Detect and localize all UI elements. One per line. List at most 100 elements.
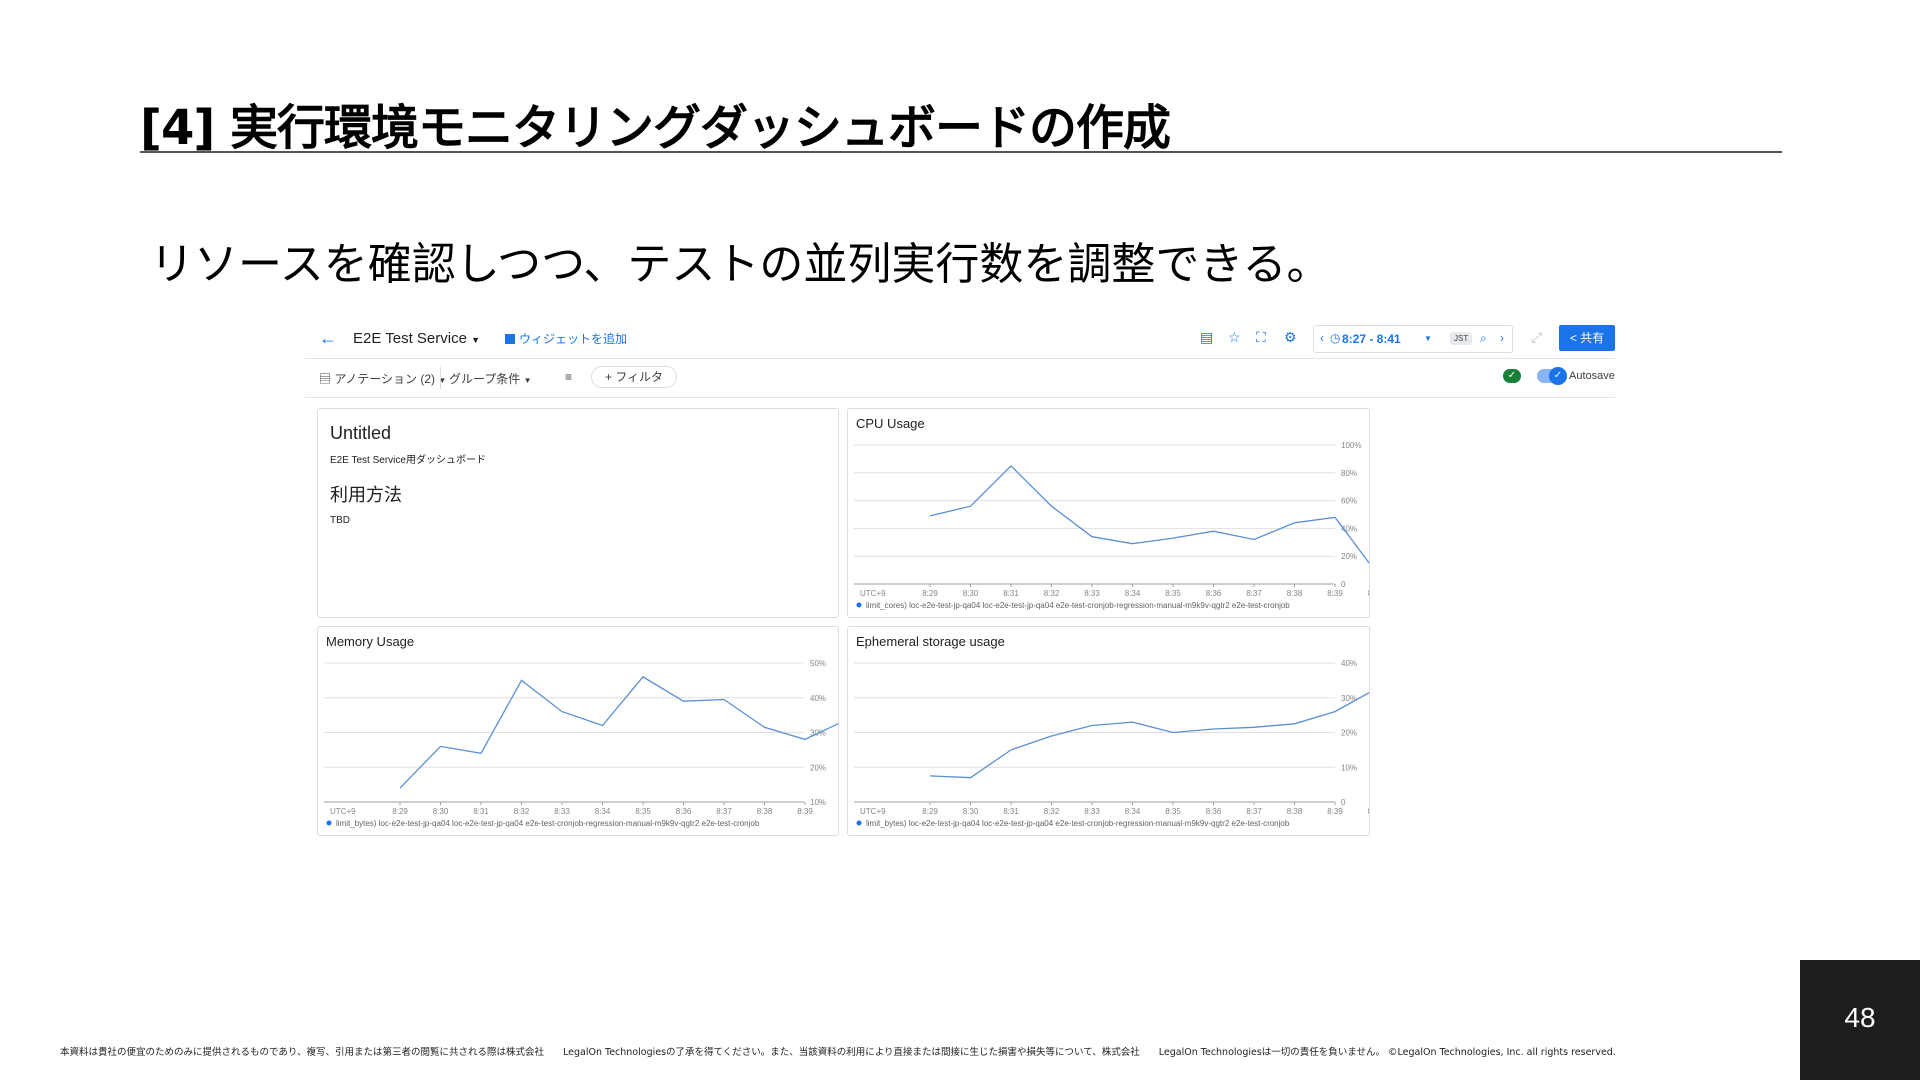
text-widget-description: E2E Test Service用ダッシュボード [330, 455, 486, 466]
dropdown-arrow-icon: ▼ [438, 376, 447, 385]
share-icon: < [1569, 331, 1577, 345]
series-line [929, 464, 1369, 564]
slide-title: [4] 実行環境モニタリングダッシュボードの作成 [140, 100, 1171, 156]
ephemeral-storage-chart-svg: Ephemeral storage usage 40% 30% 20% 10% 0 UTC+… [854, 634, 1369, 828]
legend-label: limit_cores) loc-e2e-test-jp-qa04 loc-e2… [866, 601, 1290, 610]
filter-list-icon[interactable]: ≡ [565, 370, 573, 384]
check-icon: ✓ [1549, 367, 1567, 385]
x-tick-label: 8:29 [922, 807, 938, 816]
cpu-usage-chart[interactable]: CPU Usage 100% 80% 60% 40% 20% 0 UTC+9 8:29 8:30 8… [847, 408, 1370, 618]
star-icon[interactable]: ☆ [1228, 329, 1241, 345]
x-tick-label: 8:33 [554, 807, 570, 816]
x-tick-label: 8:35 [1165, 807, 1181, 816]
add-widget-button[interactable]: ウィジェットを追加 [505, 330, 627, 347]
x-tick-label: 8:33 [1084, 807, 1100, 816]
y-tick-label: 20% [1341, 729, 1357, 738]
y-tick-label: 40% [1341, 659, 1357, 668]
group-by-dropdown[interactable]: グループ条件 ▼ [449, 370, 532, 387]
share-button[interactable]: < 共有 [1559, 325, 1615, 351]
book-icon[interactable]: ▤ [1200, 329, 1214, 345]
legend-label: limit_bytes) loc-e2e-test-jp-qa04 loc-e2… [866, 819, 1290, 828]
annotations-dropdown[interactable]: ▤ アノテーション (2) ▼ [319, 370, 446, 387]
x-tick-label: 8:38 [757, 807, 773, 816]
x-tick-label: 8:30 [963, 589, 979, 598]
autosave-label: Autosave [1569, 370, 1615, 382]
chart-title: Ephemeral storage usage [856, 634, 1005, 649]
x-tick-label: 8:34 [595, 807, 611, 816]
dashboard-title: E2E Test Service [353, 330, 467, 347]
x-tick-label: 8:39 [1327, 807, 1343, 816]
annotation-icon: ▤ [319, 372, 332, 386]
x-tick-label: UTC+9 [330, 807, 356, 816]
chevron-right-icon[interactable]: › [1500, 331, 1504, 345]
x-tick-label: UTC+9 [860, 589, 886, 598]
y-tick-label: 0 [1341, 580, 1346, 589]
divider [440, 367, 441, 389]
page-number: 48 [1844, 1002, 1876, 1033]
y-tick-label: 40% [810, 694, 826, 703]
dropdown-arrow-icon: ▼ [471, 335, 481, 345]
saved-check-icon: ✓ [1503, 369, 1521, 383]
x-tick-label: 8:29 [922, 589, 938, 598]
chevron-left-icon[interactable]: ‹ [1320, 331, 1324, 345]
series-line [929, 691, 1369, 779]
text-widget-heading: Untitled [330, 423, 392, 443]
add-filter-button[interactable]: + フィルタ [591, 366, 677, 388]
y-tick-label: 30% [1341, 694, 1357, 703]
x-tick-label: 8:38 [1287, 589, 1303, 598]
x-tick-label: 8:31 [1003, 589, 1019, 598]
y-tick-label: 80% [1341, 469, 1357, 478]
chart-title: Memory Usage [326, 634, 414, 649]
dashboard-title-dropdown[interactable]: E2E Test Service ▼ [353, 330, 480, 347]
y-tick-label: 0 [1341, 798, 1346, 807]
x-tick-label: 8:36 [1206, 589, 1222, 598]
filter-bar: ▤ アノテーション (2) ▼ グループ条件 ▼ ≡ + フィルタ ✓ ✓ Au… [305, 359, 1615, 398]
text-widget[interactable]: Untitled E2E Test Service用ダッシュボード 利用方法 T… [317, 408, 839, 618]
dashboard-screenshot: ← E2E Test Service ▼ ウィジェットを追加 ▤ ☆ ⛶ ⚙ ‹… [305, 320, 1615, 940]
gear-icon[interactable]: ⚙ [1284, 329, 1297, 345]
legend-label: limit_bytes) loc-e2e-test-jp-qa04 loc-e2… [336, 819, 760, 828]
x-tick-label: 8:31 [1003, 807, 1019, 816]
x-tick-label: 8:37 [1246, 589, 1262, 598]
series-line [399, 676, 838, 789]
x-tick-label: 8:32 [1044, 589, 1060, 598]
x-tick-label: UTC+9 [860, 807, 886, 816]
x-tick-label: 8:31 [473, 807, 489, 816]
x-tick-label: 8:35 [635, 807, 651, 816]
x-tick-label: 8:32 [514, 807, 530, 816]
autosave-toggle[interactable]: ✓ [1537, 367, 1567, 385]
fullscreen-icon[interactable]: ⛶ [1256, 329, 1266, 345]
x-tick-label: 8:29 [392, 807, 408, 816]
x-tick-label: 8:30 [963, 807, 979, 816]
timezone-chip[interactable]: JST [1450, 332, 1473, 345]
memory-usage-chart[interactable]: Memory Usage 50% 40% 30% 20% 10% UTC+9 8:29 8:30… [317, 626, 839, 836]
x-tick-label: 8:37 [1246, 807, 1262, 816]
zoom-icon[interactable]: ⌕ [1480, 331, 1487, 345]
group-by-label: グループ条件 [449, 372, 521, 386]
x-tick-label: 8:33 [1084, 589, 1100, 598]
y-tick-label: 20% [1341, 552, 1357, 561]
reset-zoom-icon[interactable]: ⤢ [1531, 329, 1543, 345]
clock-icon: ◷ [1330, 331, 1341, 345]
share-label: 共有 [1580, 331, 1605, 345]
x-tick-label: 8:37 [716, 807, 732, 816]
filter-label: フィルタ [615, 370, 664, 384]
legend-marker [856, 820, 862, 826]
back-arrow-icon[interactable]: ← [319, 328, 337, 348]
x-tick-label: 8:36 [1206, 807, 1222, 816]
text-widget-usage-heading: 利用方法 [330, 485, 402, 505]
y-tick-label: 50% [810, 659, 826, 668]
x-tick-label: 8:34 [1125, 807, 1141, 816]
y-tick-label: 100% [1341, 441, 1361, 450]
x-tick-label: 8:30 [433, 807, 449, 816]
x-tick-label: 8:32 [1044, 807, 1060, 816]
y-tick-label: 20% [810, 763, 826, 772]
x-tick-label: 8:39 [797, 807, 813, 816]
ephemeral-storage-chart[interactable]: Ephemeral storage usage 40% 30% 20% 10% 0 UTC+… [847, 626, 1370, 836]
time-range-picker[interactable]: ‹ ◷ 8:27 - 8:41 ▼ JST ⌕ › [1313, 325, 1513, 353]
x-tick-label: 8:40 [1368, 589, 1369, 598]
time-range-label: 8:27 - 8:41 [1342, 332, 1401, 346]
x-tick-label: 8:36 [676, 807, 692, 816]
y-tick-label: 40% [1341, 524, 1357, 533]
